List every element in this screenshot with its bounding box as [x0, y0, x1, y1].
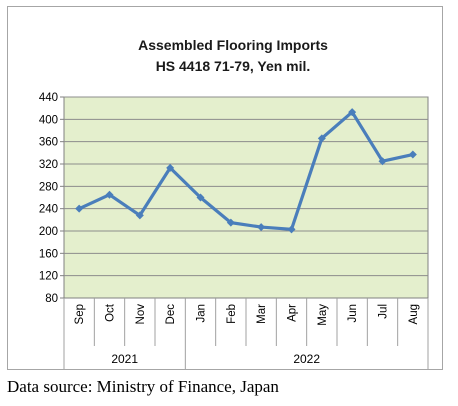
x-tick-label: Sep	[74, 304, 86, 324]
data-point	[287, 225, 296, 234]
y-tick-label: 240	[39, 204, 58, 216]
data-point	[226, 218, 235, 227]
chart-title-line-1: Assembled Flooring Imports	[138, 37, 328, 53]
y-tick-label: 440	[39, 92, 58, 104]
data-point	[408, 150, 417, 159]
x-tick-label: Nov	[135, 304, 147, 325]
data-point	[317, 134, 326, 143]
y-tick-label: 280	[39, 181, 58, 193]
x-tick-label: Oct	[105, 303, 117, 322]
data-point	[348, 108, 357, 117]
data-point	[75, 204, 84, 213]
x-tick-label: Aug	[408, 304, 420, 324]
y-tick-label: 120	[39, 271, 58, 283]
data-point	[166, 163, 175, 172]
line-chart: Assembled Flooring Imports HS 4418 71-79…	[39, 37, 429, 369]
y-tick-label: 320	[39, 159, 58, 171]
year-group-label: 2021	[111, 352, 138, 366]
x-tick-label: Apr	[287, 304, 299, 322]
x-tick-label: Jun	[347, 304, 359, 323]
data-source-note: Data source: Ministry of Finance, Japan	[7, 377, 279, 396]
y-tick-label: 80	[45, 293, 58, 305]
y-tick-label: 200	[39, 226, 58, 238]
data-point	[257, 223, 266, 232]
x-tick-label: Mar	[256, 304, 268, 324]
x-tick-label: Feb	[226, 304, 238, 324]
plot-area: 80 120 160 200 240 280 320 360 400 440 Sep Oct Nov De…	[39, 92, 429, 369]
data-point	[378, 157, 387, 166]
x-tick-label: Dec	[165, 304, 177, 325]
x-tick-label: May	[317, 304, 329, 326]
data-point	[135, 211, 144, 220]
data-point	[196, 193, 205, 202]
chart-title-line-2: HS 4418 71-79, Yen mil.	[156, 58, 311, 74]
plot-background	[63, 96, 429, 299]
y-tick-label: 160	[39, 248, 58, 260]
series-line	[78, 110, 414, 231]
chart-frame: Assembled Flooring Imports HS 4418 71-79…	[7, 6, 443, 370]
y-tick-label: 360	[39, 137, 58, 149]
data-point	[105, 190, 114, 199]
x-tick-label: Jul	[378, 304, 390, 319]
y-tick-label: 400	[39, 114, 58, 126]
x-tick-label: Jan	[196, 304, 208, 323]
year-group-label: 2022	[293, 352, 320, 366]
